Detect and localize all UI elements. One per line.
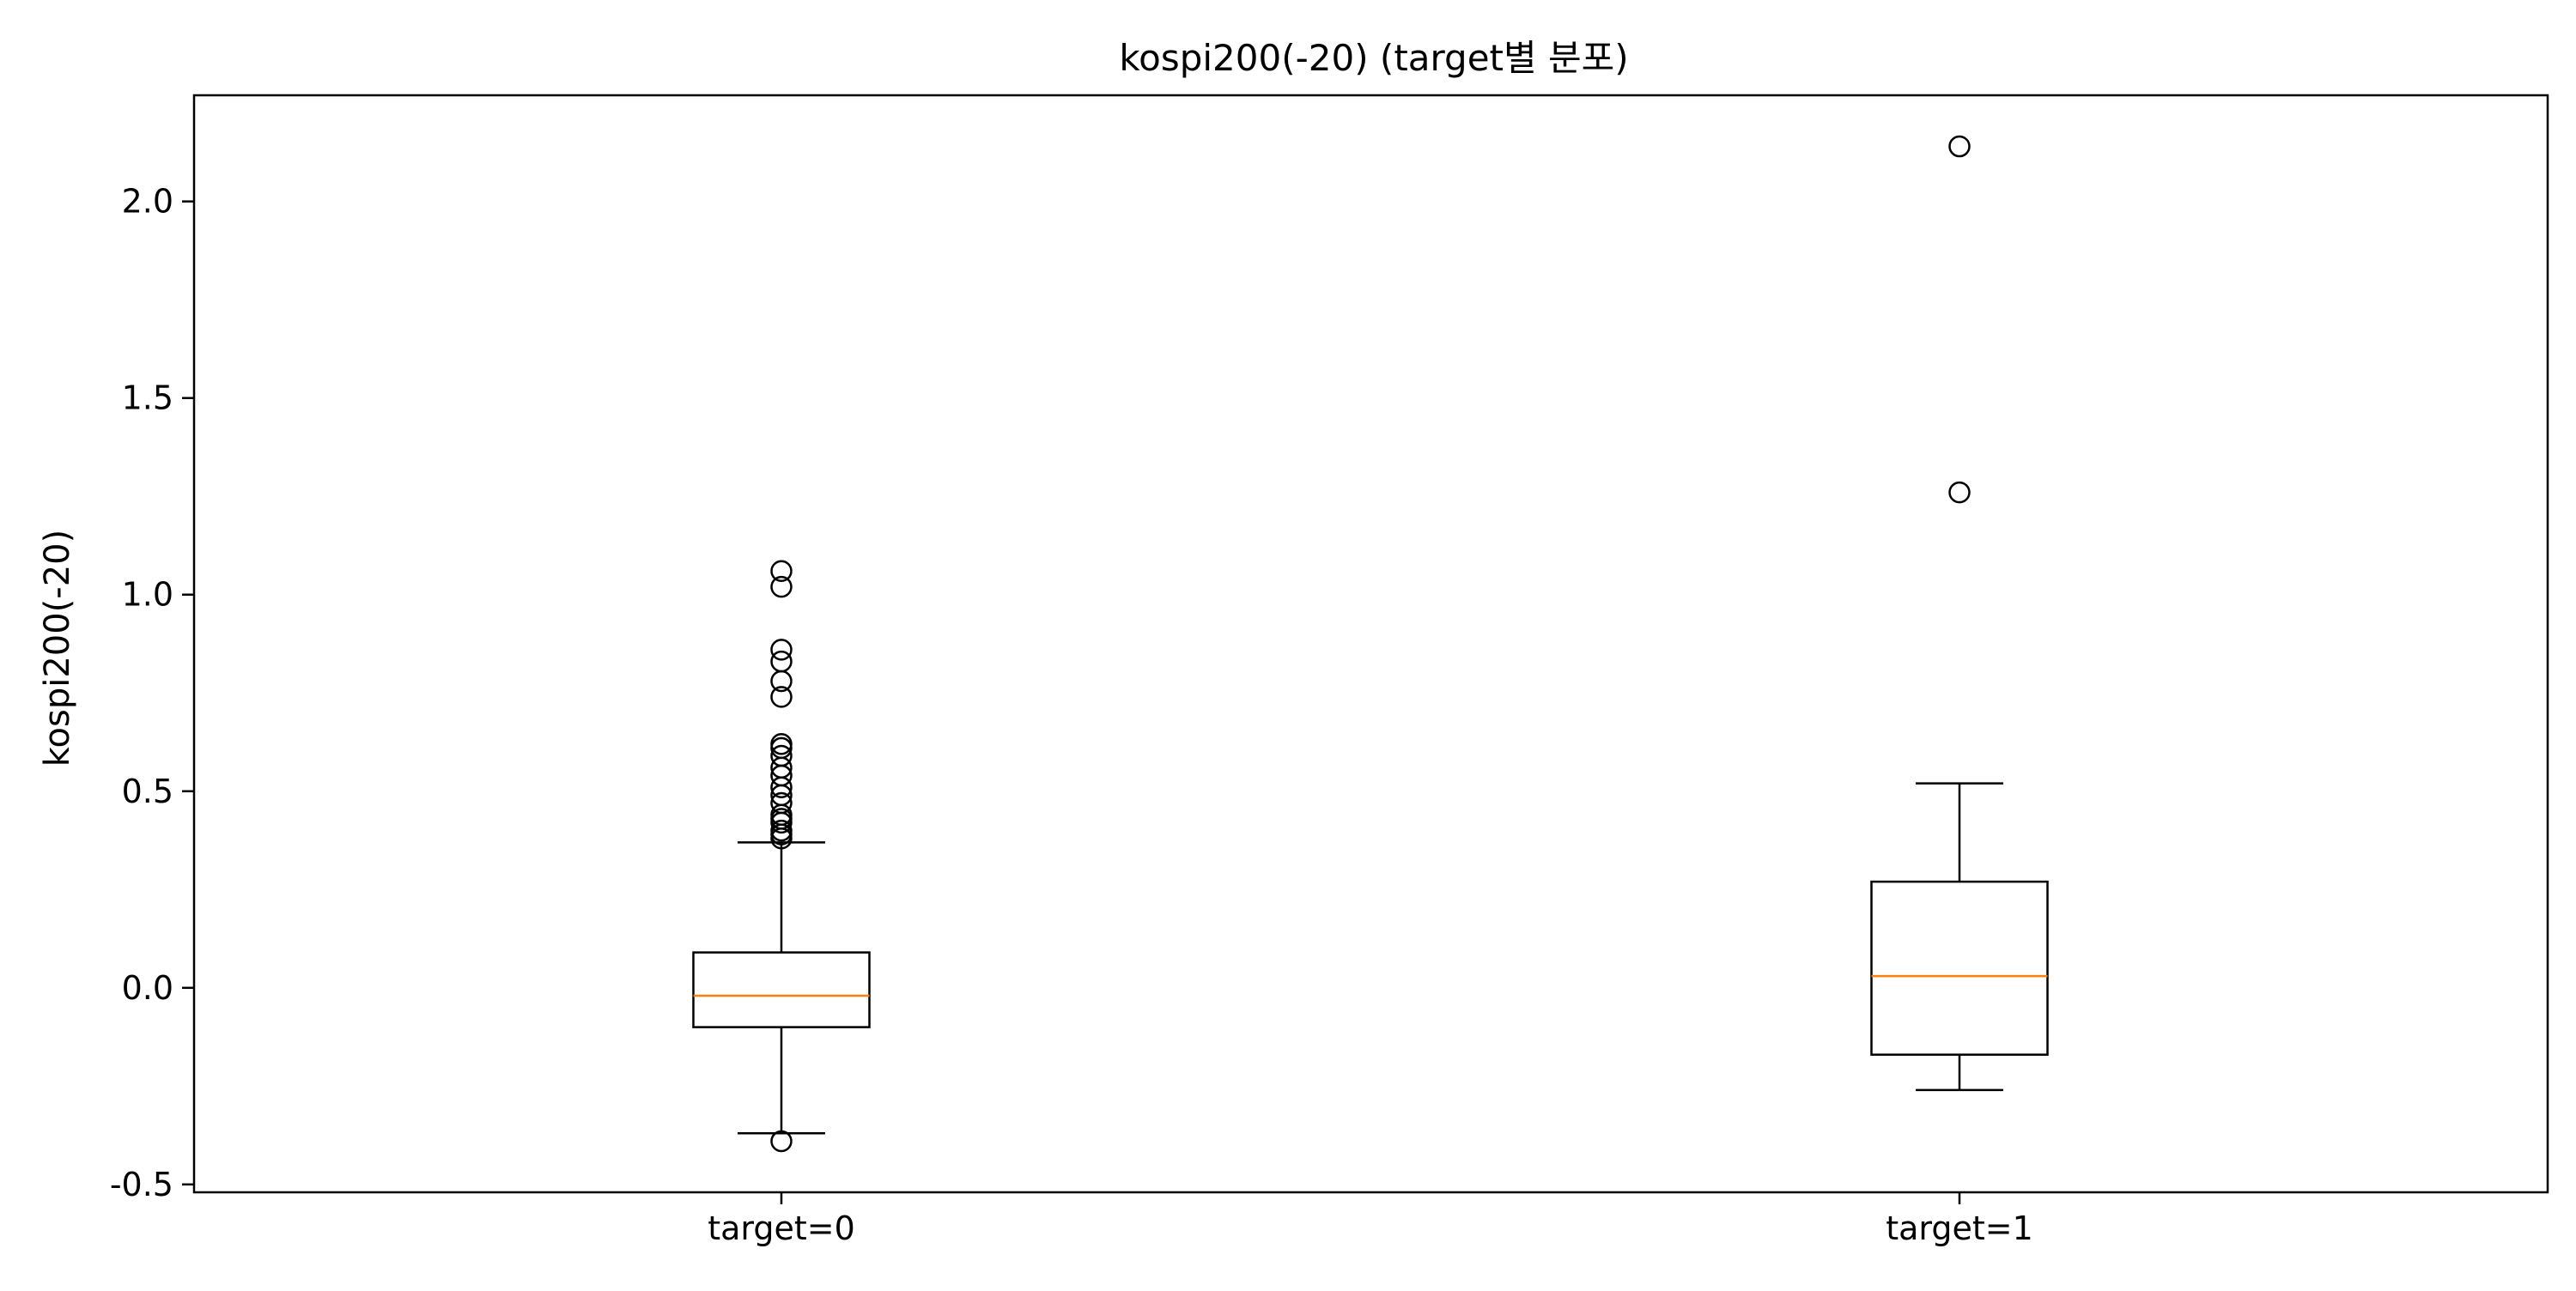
x-axis-ticks: target=0 target=1	[708, 1192, 2033, 1247]
outlier-point	[770, 686, 793, 708]
outlier-point	[770, 733, 793, 755]
box-group	[1870, 135, 2049, 1092]
outlier-point	[770, 1130, 793, 1153]
outlier-point	[770, 791, 793, 815]
box-group	[692, 560, 871, 1153]
outlier-point	[1948, 135, 1971, 158]
plot-frame	[192, 94, 2549, 1194]
y-tick-label: 1.0	[122, 576, 173, 614]
chart-title: kospi200(-20) (target별 분포)	[1119, 37, 1628, 79]
y-tick-label: 0.0	[122, 969, 173, 1007]
y-tick-label: 0.5	[122, 773, 173, 810]
outlier-point	[770, 639, 793, 661]
x-tick-label: target=1	[1886, 1209, 2033, 1247]
outlier-point	[770, 819, 793, 842]
box-series	[692, 135, 2049, 1153]
iqr-box	[1870, 880, 2049, 1056]
y-tick-label: -0.5	[110, 1166, 173, 1203]
outlier-point	[770, 650, 793, 673]
y-axis-label: kospi200(-20)	[38, 530, 77, 767]
x-tick-label: target=0	[708, 1209, 855, 1247]
y-axis-ticks: -0.5 0.0 0.5 1.0 1.5 2.0	[110, 183, 194, 1203]
outlier-point	[770, 575, 793, 598]
y-tick-label: 1.5	[122, 379, 173, 417]
outlier-point	[770, 744, 793, 767]
outlier-point	[1948, 481, 1971, 504]
y-tick-label: 2.0	[122, 183, 173, 221]
iqr-box	[692, 951, 871, 1028]
outlier-point	[770, 560, 793, 583]
